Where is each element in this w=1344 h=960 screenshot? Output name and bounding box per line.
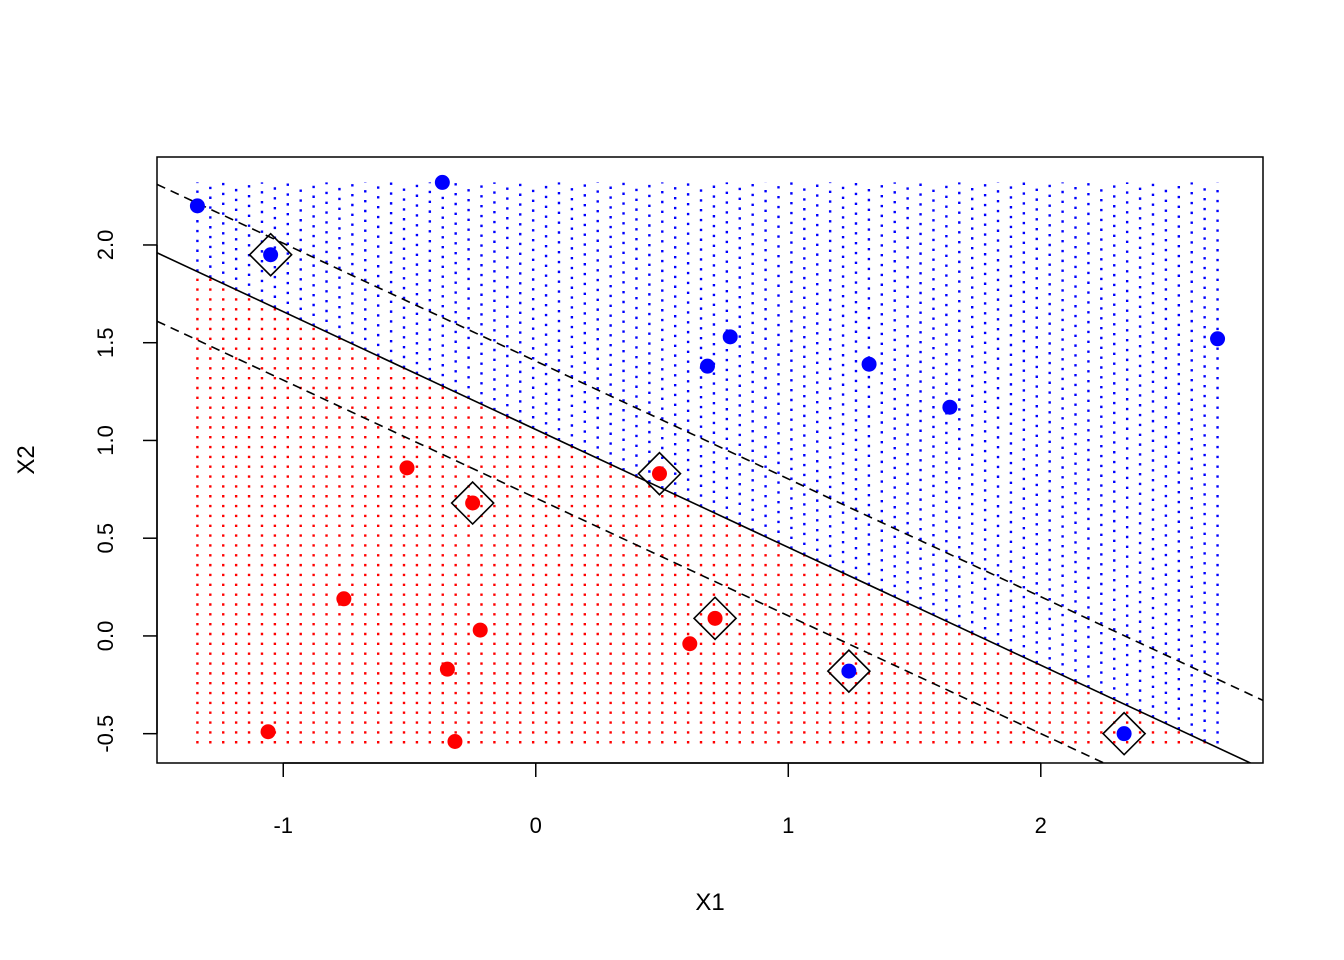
decision-region-grid: [196, 182, 1219, 744]
data-point-neg: [651, 466, 667, 482]
data-point-pos: [841, 663, 857, 679]
data-point-neg: [439, 661, 455, 677]
data-point-pos: [861, 356, 877, 372]
x-axis: -1 0 1 2: [273, 762, 1047, 838]
data-point-neg: [465, 495, 481, 511]
y-axis-label: X2: [13, 445, 40, 474]
y-tick-label: 0.5: [93, 523, 118, 554]
support-vector-marker: [692, 596, 738, 641]
x-tick-label: 1: [782, 813, 794, 838]
support-vector-marker: [450, 480, 495, 526]
y-tick-label: 2.0: [93, 230, 118, 261]
data-point-pos: [1210, 331, 1226, 347]
y-tick-label: 1.0: [93, 425, 118, 456]
data-point-pos: [1116, 726, 1132, 742]
margin-line-upper: [157, 183, 1263, 702]
data-point-pos: [263, 247, 279, 263]
y-tick-label: 1.5: [93, 327, 118, 358]
data-point-pos: [189, 198, 205, 214]
support-vector-marker: [248, 232, 293, 277]
data-point-neg: [336, 591, 352, 607]
plot-frame: [156, 156, 1264, 764]
y-tick-label: 0.0: [93, 621, 118, 652]
y-tick-label: -0.5: [93, 715, 118, 753]
data-point-pos: [699, 358, 715, 374]
data-point-neg: [399, 460, 415, 476]
data-point-pos: [434, 174, 450, 190]
x-tick-label: -1: [273, 813, 293, 838]
support-vector-marker: [637, 451, 682, 496]
margin-line-lower: [157, 320, 1106, 763]
data-point-neg: [707, 610, 723, 626]
data-point-neg: [682, 636, 698, 652]
decision-lines: [157, 183, 1263, 763]
y-axis: -0.5 0.0 0.5 1.0 1.5 2.0: [93, 230, 158, 753]
x-axis-label: X1: [695, 889, 724, 916]
x-tick-label: 0: [530, 813, 542, 838]
support-vector-marker: [1101, 711, 1147, 756]
data-point-neg: [260, 724, 276, 740]
decision-boundary-line: [157, 252, 1253, 763]
data-point-neg: [472, 622, 488, 638]
data-point-neg: [447, 733, 463, 749]
support-vector-markers: [248, 232, 1147, 756]
data-point-pos: [942, 399, 958, 415]
support-vector-marker: [826, 648, 872, 694]
x-tick-label: 2: [1035, 813, 1047, 838]
data-point-pos: [722, 329, 738, 345]
data-points: [189, 174, 1226, 749]
